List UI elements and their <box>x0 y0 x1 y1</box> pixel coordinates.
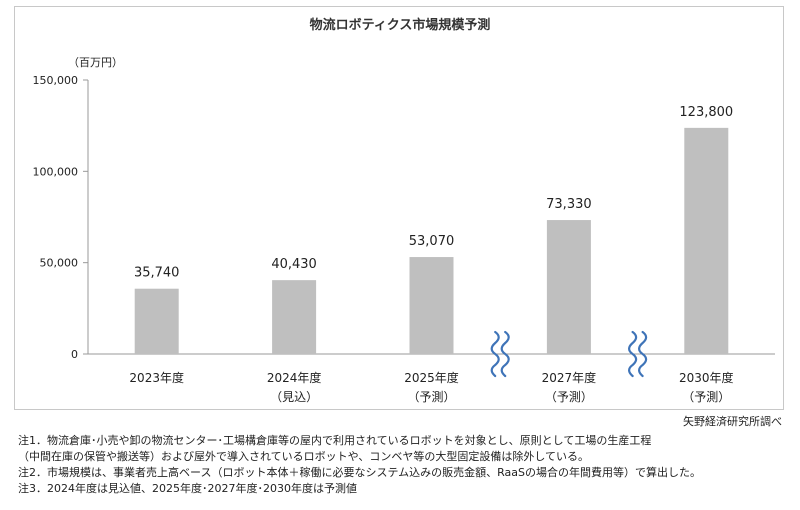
category-label: 2030年度 <box>679 370 734 385</box>
bar <box>409 257 454 354</box>
bar <box>134 288 179 354</box>
category-sublabel: （見込） <box>270 390 318 404</box>
category-sublabel: （予測） <box>682 390 730 404</box>
category-label: 2023年度 <box>129 370 184 385</box>
axis-break-wave <box>490 330 500 378</box>
bar-value-label: 40,430 <box>271 257 317 272</box>
bar-chart: （百万円） 0 50,000 100,000 150,000 35,740 2023年度 40… <box>33 56 775 404</box>
axis-break-wave <box>638 330 648 378</box>
bar <box>546 220 591 354</box>
y-tick-label: 0 <box>71 348 78 361</box>
footnote-2: 注2．市場規模は、事業者売上高ベース（ロボット本体＋稼働に必要なシステム込みの販… <box>18 466 701 479</box>
footnote-1-continued: （中間在庫の保管や搬送等）および屋外で導入されているロボットや、コンベヤ等の大型… <box>18 450 590 463</box>
chart-title: 物流ロボティクス市場規模予測 <box>309 18 491 33</box>
bar-value-label: 35,740 <box>134 266 180 281</box>
bar-value-label: 53,070 <box>409 234 455 249</box>
bar <box>272 280 317 354</box>
footnotes: 注1．物流倉庫･小売や卸の物流センター･工場構倉庫等の屋内で利用されているロボッ… <box>18 433 788 497</box>
y-tick-label: 50,000 <box>40 257 79 270</box>
category-label: 2027年度 <box>542 370 597 385</box>
axis-break-wave <box>628 330 638 378</box>
y-tick-label: 100,000 <box>33 165 79 178</box>
category-sublabel: （予測） <box>407 390 455 404</box>
category-sublabel: （予測） <box>545 390 593 404</box>
footnote-3: 注3．2024年度は見込値、2025年度･2027年度･2030年度は予測値 <box>18 482 357 495</box>
bar-value-label: 123,800 <box>679 105 733 120</box>
chart-frame <box>14 6 784 410</box>
bar-value-label: 73,330 <box>546 197 592 212</box>
y-unit-label: （百万円） <box>68 56 123 69</box>
category-label: 2024年度 <box>267 370 322 385</box>
category-label: 2025年度 <box>404 370 459 385</box>
footnote-1: 注1．物流倉庫･小売や卸の物流センター･工場構倉庫等の屋内で利用されているロボッ… <box>18 434 652 447</box>
axis-break-wave <box>500 330 510 378</box>
bar <box>684 127 729 354</box>
source-credit: 矢野経済研究所調べ <box>683 415 782 428</box>
y-tick-label: 150,000 <box>33 74 79 87</box>
